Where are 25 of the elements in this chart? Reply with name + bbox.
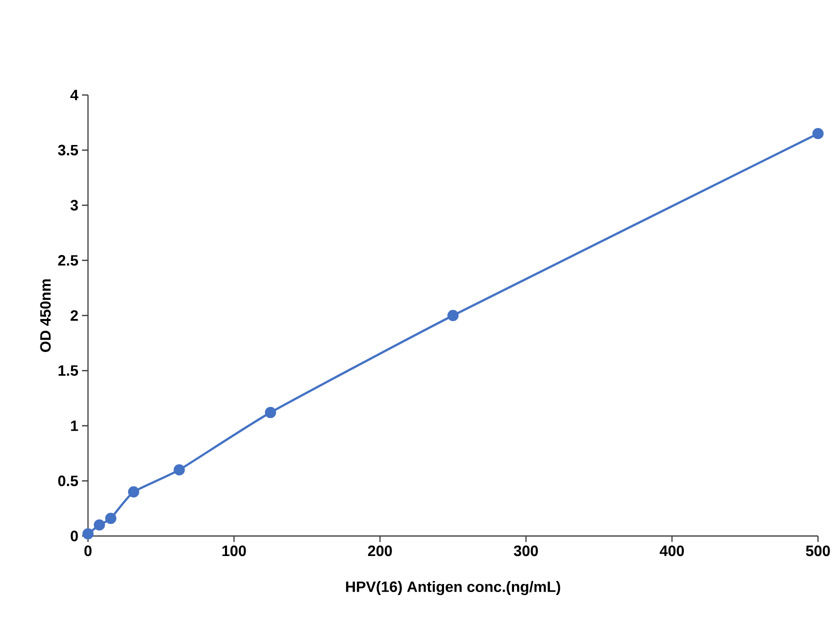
point bbox=[105, 512, 116, 524]
point bbox=[174, 464, 185, 476]
x-tick-label: 500 bbox=[806, 546, 830, 556]
y-tick-label: 3 bbox=[70, 200, 78, 211]
y-tick-label: 0 bbox=[70, 530, 78, 542]
y-tick-label: 1 bbox=[71, 420, 78, 431]
y-tick-label: 1.5 bbox=[58, 365, 78, 376]
x-axis-title: HPV(16) Antigen conc.(ng/mL) bbox=[346, 581, 560, 596]
y-tick-label: 2 bbox=[70, 310, 78, 321]
x-tick-label: 100 bbox=[222, 546, 246, 556]
y-tick-label: 4 bbox=[70, 90, 78, 100]
point bbox=[264, 406, 276, 418]
x-tick-label: 400 bbox=[660, 546, 684, 556]
y-tick-label: 0.5 bbox=[58, 476, 78, 486]
point bbox=[82, 528, 94, 540]
y-axis-title: OD 450nm bbox=[40, 279, 51, 352]
y-tick-label: 2.5 bbox=[58, 255, 78, 266]
y-tick-label: 3.5 bbox=[58, 144, 78, 156]
point bbox=[94, 519, 105, 531]
point bbox=[812, 128, 824, 140]
x-tick-label: 0 bbox=[84, 546, 92, 556]
point bbox=[447, 310, 459, 322]
x-tick-label: 300 bbox=[514, 546, 538, 556]
point bbox=[128, 486, 140, 498]
x-tick-label: 200 bbox=[368, 546, 392, 556]
